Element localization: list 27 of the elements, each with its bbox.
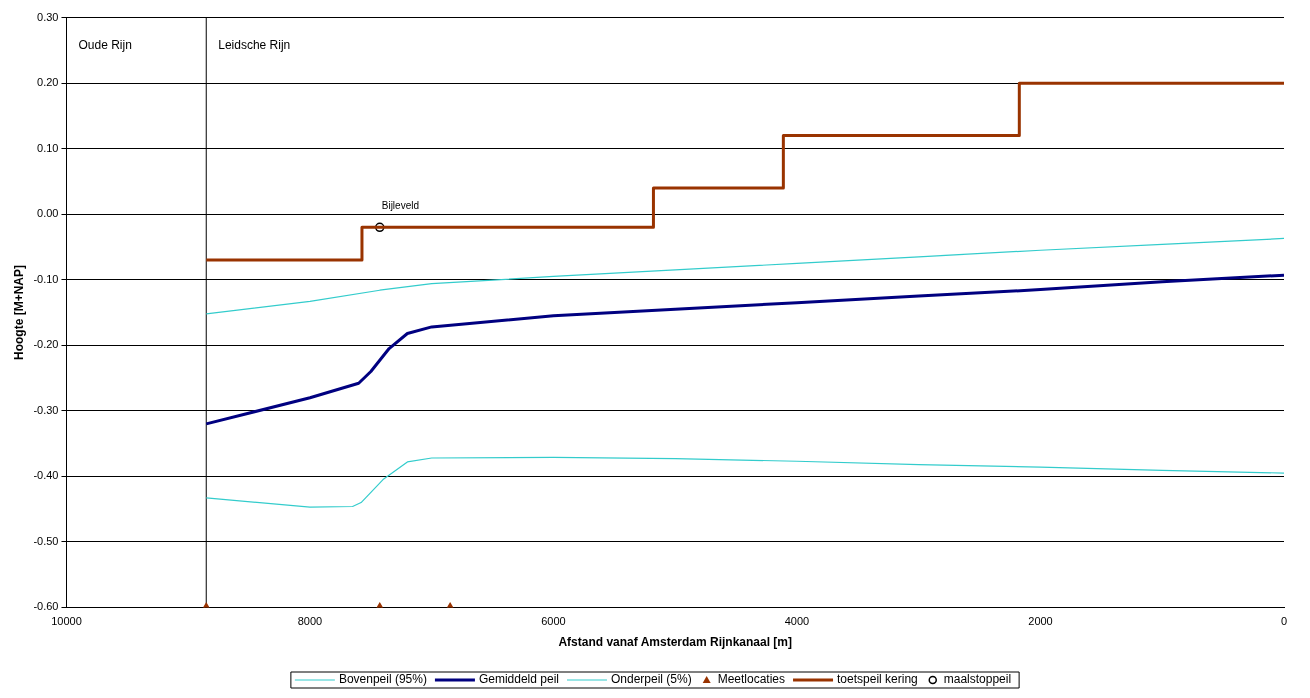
x-tick-label: 2000 xyxy=(1028,615,1053,628)
legend-label: Meetlocaties xyxy=(717,672,786,687)
y-tick-label: -0.10 xyxy=(33,272,59,285)
legend-label: toetspeil kering xyxy=(837,672,918,687)
legend-label: Gemiddeld peil xyxy=(478,672,559,687)
y-axis-title: Hoogte [M+NAP] xyxy=(11,265,26,360)
y-tick-label: 0.00 xyxy=(37,207,59,220)
y-tick-label: -0.60 xyxy=(33,600,59,613)
annotation: Bijleveld xyxy=(381,200,419,212)
ref-line-label: Leidsche Rijn xyxy=(218,37,291,52)
x-tick-label: 6000 xyxy=(541,615,566,628)
x-tick-label: 8000 xyxy=(297,615,323,628)
annotation: Oude Rijn xyxy=(78,37,132,52)
y-tick-label: 0.30 xyxy=(37,10,59,23)
y-tick-label: -0.50 xyxy=(33,534,59,547)
y-tick-label: -0.30 xyxy=(33,403,59,416)
legend-label: Onderpeil (5%) xyxy=(610,672,692,687)
y-tick-label: 0.20 xyxy=(37,76,59,89)
y-tick-label: 0.10 xyxy=(37,141,59,154)
legend-label: maalstoppeil xyxy=(943,672,1012,687)
legend-label: Bovenpeil (95%) xyxy=(338,672,427,687)
x-tick-label: 4000 xyxy=(784,615,810,628)
x-tick-label: 0 xyxy=(1280,615,1288,628)
y-tick-label: -0.40 xyxy=(33,469,59,482)
x-tick-label: 10000 xyxy=(51,615,82,628)
y-tick-label: -0.20 xyxy=(33,338,59,351)
x-axis-title: Afstand vanaf Amsterdam Rijnkanaal [m] xyxy=(558,635,793,650)
